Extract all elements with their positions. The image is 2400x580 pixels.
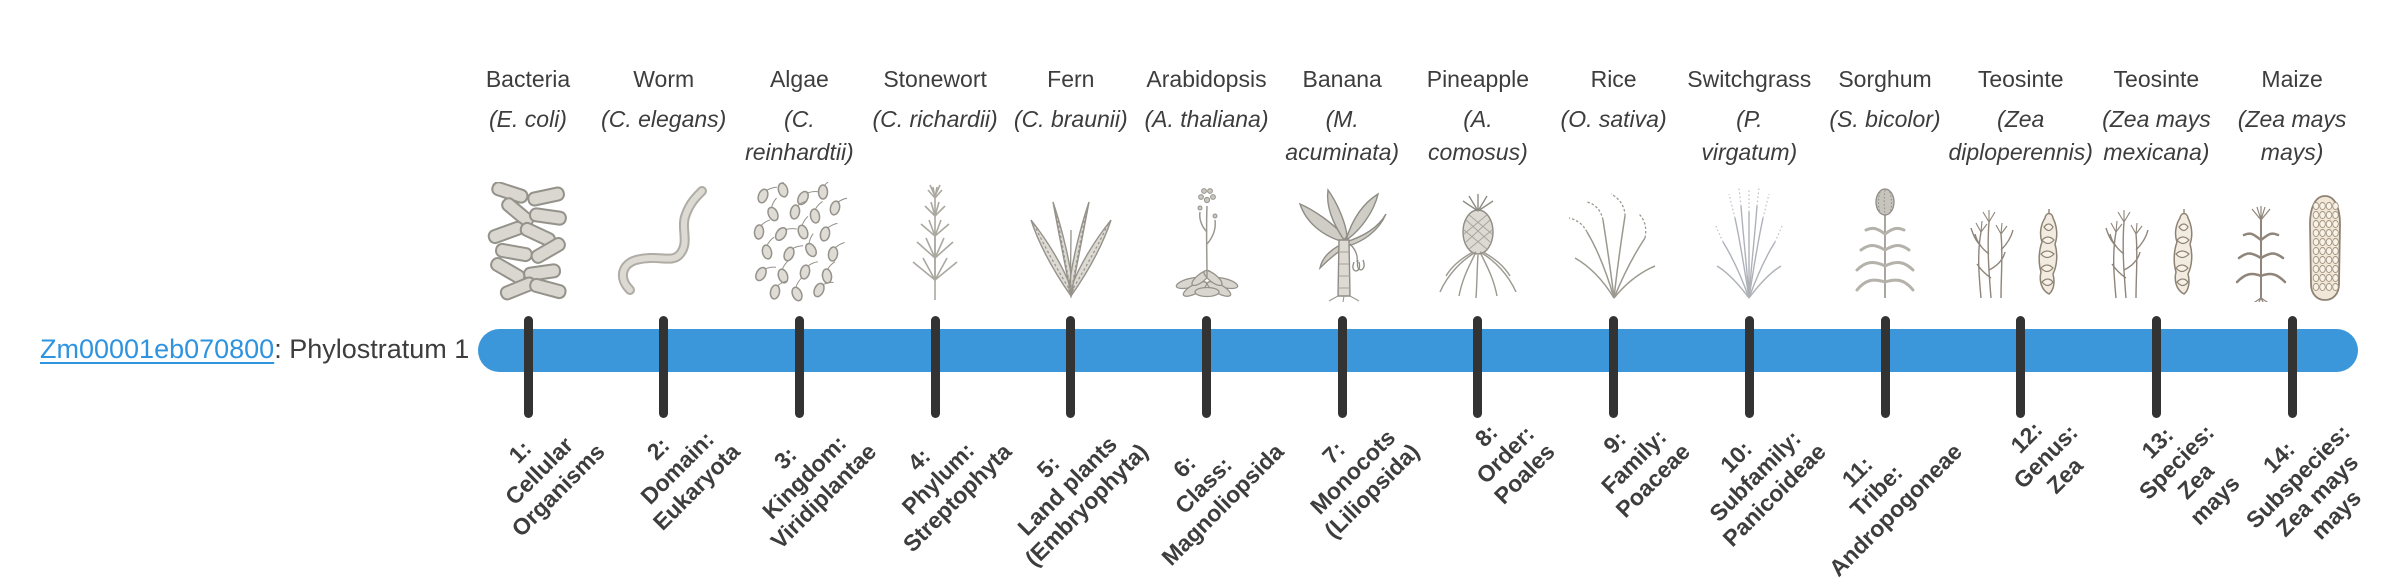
teosinte-diploperennis-icon (1953, 172, 2089, 302)
teosinte-mexicana-icon (2088, 172, 2224, 302)
stratum-label: 12: Genus: Zea (2005, 416, 2089, 499)
organism-common-name: Bacteria (485, 66, 571, 92)
organism-common-name: Teosinte (2113, 66, 2200, 92)
organism-scientific-name: (C. braunii) (1013, 106, 1128, 132)
organism-common-name: Fern (1047, 66, 1095, 92)
stratum-label: 7: Monocots (Liliopsida) (1304, 424, 1424, 544)
organism-common-name: Worm (633, 66, 695, 92)
bacteria-icon (460, 172, 596, 302)
stratum-label: 14: Subspecies: Zea mays mays (2240, 419, 2366, 545)
timeline-tick (1744, 316, 1754, 418)
stratum-label: 1: Cellular Organisms (499, 431, 610, 542)
timeline-tick (1202, 316, 1211, 418)
organism-column: Maize (Zea mays mays) 14: Subspecies: Ze… (2224, 0, 2366, 580)
timeline-tick (1473, 316, 1483, 418)
rice-icon (1546, 172, 1682, 302)
organism-column: Arabidopsis (A. thaliana) 6: Class: Magn… (1139, 0, 1288, 580)
stratum-label: 2: Domain: Eukaryota (635, 425, 746, 536)
timeline-tick (1880, 316, 1890, 418)
organism-common-name: Algae (769, 66, 829, 92)
worm-icon (596, 172, 732, 302)
gene-link[interactable]: Zm00001eb070800 (40, 334, 275, 364)
organism-column: Algae (C. reinhardtii) 3: Kingdom: Virid… (731, 0, 881, 580)
organism-common-name: Stonewort (883, 66, 987, 92)
organism-scientific-name: (O. sativa) (1560, 106, 1667, 132)
organism-scientific-name: (M. acuminata) (1285, 106, 1400, 165)
organism-column: Banana (M. acuminata) 7: Monocots (Lilio… (1274, 0, 1423, 580)
organism-common-name: Maize (2261, 66, 2323, 92)
stratum-label: 6: Class: Magnoliopsida (1155, 438, 1289, 571)
organism-scientific-name: (Zea mays mexicana) (2102, 106, 2211, 165)
timeline-tick (794, 316, 804, 418)
organism-column: Teosinte (Zea mays mexicana) 13: Species… (2088, 0, 2244, 580)
organism-scientific-name: (A. thaliana) (1144, 106, 1269, 132)
gene-label: Zm00001eb070800: Phylostratum 1 (40, 329, 469, 369)
stratum-label: 9: Family: Poaceae (1596, 423, 1696, 523)
organism-common-name: Arabidopsis (1146, 66, 1267, 92)
pineapple-icon (1410, 172, 1546, 302)
timeline-tick (2151, 316, 2161, 418)
organism-column: Worm (C. elegans) 2: Domain: Eukaryota (596, 0, 745, 580)
timeline-tick (930, 316, 940, 418)
organism-common-name: Teosinte (1977, 66, 2064, 92)
algae-icon (731, 172, 867, 302)
organism-column: Stonewort (C. richardii) 4: Phylum: Stre… (867, 0, 1016, 580)
organism-scientific-name: (P. virgatum) (1701, 106, 1798, 165)
maize-icon (2224, 172, 2360, 302)
banana-icon (1274, 172, 1410, 302)
organism-column: Rice (O. sativa) 9: Family: Poaceae (1546, 0, 1696, 580)
switchgrass-icon (1681, 172, 1817, 302)
organism-column: Fern (C. braunii) 5: Land plants (Embryo… (1003, 0, 1152, 580)
fern-icon (1003, 172, 1139, 302)
arabidopsis-icon (1139, 172, 1275, 302)
organism-scientific-name: (C. reinhardtii) (745, 106, 854, 165)
stonewort-icon (867, 172, 1003, 302)
organism-common-name: Banana (1302, 66, 1382, 92)
gene-phylostratum-label: : Phylostratum 1 (274, 334, 470, 364)
organism-scientific-name: (Zea diploperennis) (1948, 106, 2093, 165)
organism-scientific-name: (A. comosus) (1428, 106, 1528, 165)
organism-common-name: Switchgrass (1687, 66, 1812, 92)
organism-column: Bacteria (E. coli) 1: Cellular Organisms (460, 0, 610, 580)
stratum-label: 5: Land plants (Embryophyta) (1011, 430, 1153, 572)
organism-scientific-name: (C. elegans) (601, 106, 727, 132)
organism-common-name: Pineapple (1426, 66, 1530, 92)
stratum-label: 8: Order: Poales (1469, 418, 1560, 510)
sorghum-icon (1817, 172, 1953, 302)
timeline-tick (1609, 316, 1619, 418)
timeline-bar (478, 329, 2358, 372)
organism-common-name: Sorghum (1838, 66, 1932, 92)
stratum-label: 3: Kingdom: Viridiplantae (756, 429, 881, 554)
organism-scientific-name: (E. coli) (489, 106, 567, 132)
organism-column: Teosinte (Zea diploperennis) 12: Genus: … (1948, 0, 2092, 580)
organism-scientific-name: (S. bicolor) (1829, 106, 1941, 132)
timeline-tick (2016, 316, 2026, 418)
organism-scientific-name: (Zea mays mays) (2237, 106, 2347, 165)
timeline-tick (1066, 316, 1076, 418)
organism-scientific-name: (C. richardii) (872, 106, 998, 132)
organism-column: Sorghum (S. bicolor) 11: Tribe: Andropog… (1817, 0, 1966, 580)
timeline-tick (1337, 316, 1347, 418)
organism-common-name: Rice (1590, 66, 1637, 92)
organism-column: Pineapple (A. comosus) 8: Order: Poales (1410, 0, 1560, 580)
timeline-tick (659, 316, 669, 418)
stratum-label: 4: Phylum: Streptophyta (896, 437, 1017, 557)
organism-column: Switchgrass (P. virgatum) 10: Subfamily:… (1681, 0, 1831, 580)
timeline-tick (2287, 316, 2297, 418)
timeline-tick (523, 316, 533, 418)
